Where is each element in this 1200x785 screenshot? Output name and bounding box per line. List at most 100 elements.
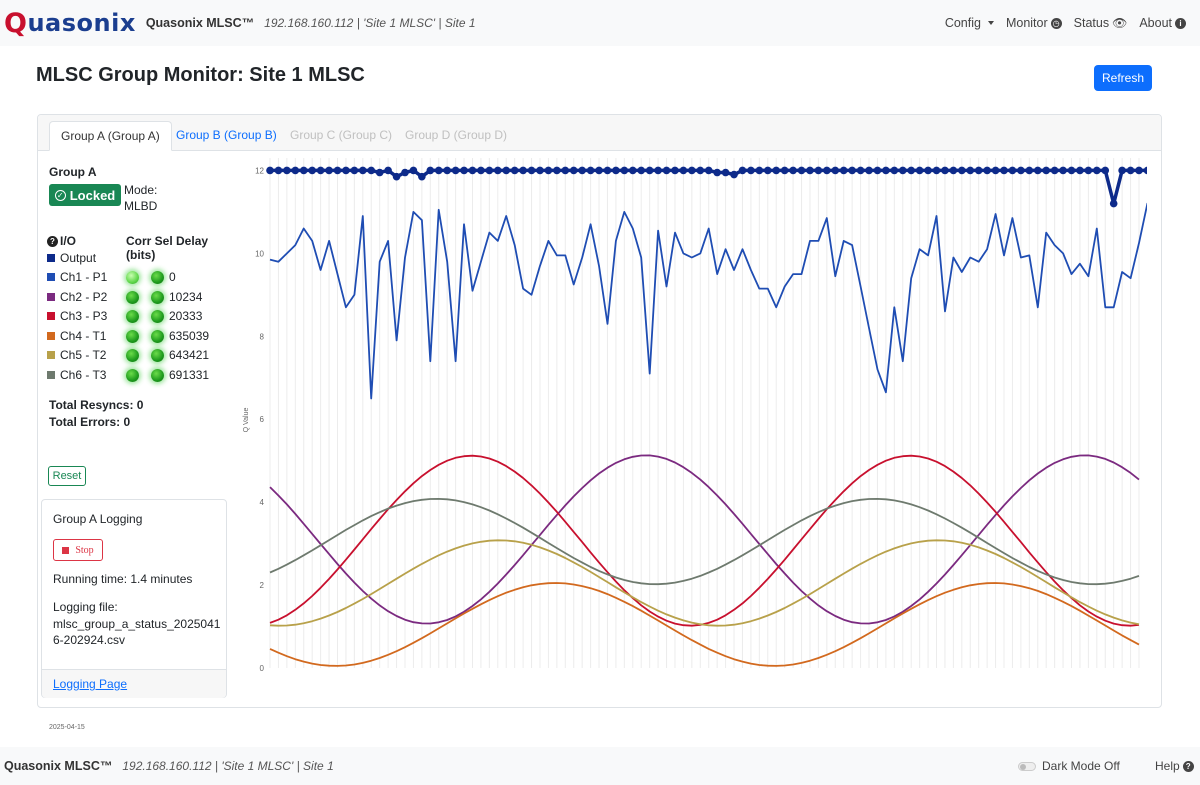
series-line-ch5-t2 [269, 539, 1140, 627]
output-point [367, 166, 376, 175]
eye-icon: 👁 [1112, 16, 1128, 30]
tab-group-b[interactable]: Group B (Group B) [176, 128, 277, 142]
tab-group-a[interactable]: Group A (Group A) [49, 121, 172, 151]
output-point [671, 166, 679, 175]
output-point [384, 166, 392, 175]
output-point [274, 166, 283, 175]
output-point [1067, 166, 1076, 175]
stop-logging-button[interactable]: Stop [53, 539, 103, 561]
status-led [126, 369, 139, 382]
output-point [493, 166, 502, 175]
nav-about[interactable]: About i [1139, 16, 1186, 30]
output-point [966, 166, 975, 175]
output-point [907, 166, 916, 175]
clock-icon: ◷ [1050, 17, 1062, 29]
total-errors: Total Errors: 0 [49, 415, 131, 429]
legend-swatch [47, 293, 55, 301]
refresh-button[interactable]: Refresh [1094, 65, 1152, 91]
output-point [780, 166, 789, 175]
output-point [1118, 166, 1126, 175]
correlation-led [151, 271, 164, 284]
output-point [375, 168, 384, 177]
output-point [704, 166, 713, 175]
output-point [696, 166, 705, 175]
output-point [628, 166, 637, 175]
output-point [299, 166, 308, 175]
y-tick-label: 6 [260, 415, 265, 424]
io-header: ? I/O [47, 234, 76, 248]
date-stamp: 2025-04-15 [49, 724, 85, 731]
output-point [1101, 166, 1110, 175]
output-point [308, 166, 316, 175]
status-led [126, 349, 139, 362]
output-point [797, 166, 806, 175]
output-point [1126, 166, 1135, 175]
output-point [789, 166, 797, 175]
output-point [831, 166, 840, 175]
output-point [569, 166, 578, 175]
output-point [1059, 166, 1067, 175]
output-point [890, 166, 899, 175]
y-tick-label: 8 [260, 332, 265, 341]
series-line-ch2-p2 [269, 454, 1140, 625]
output-point [1084, 166, 1093, 175]
channel-row-ch2: Ch2 - P2 [47, 288, 107, 306]
logging-card: Group A Logging Stop Running time: 1.4 m… [41, 499, 227, 698]
output-point [679, 166, 688, 175]
output-point [839, 166, 848, 175]
lock-status-badge: ✓ Locked [49, 184, 121, 206]
output-point [1042, 166, 1050, 175]
info-icon: i [1175, 17, 1186, 29]
question-icon[interactable]: ? [47, 235, 58, 247]
output-point [1017, 166, 1025, 175]
nav-monitor[interactable]: Monitor ◷ [1006, 16, 1062, 30]
delay-value-ch6: 691331 [169, 368, 210, 382]
output-point [873, 166, 882, 175]
output-point [342, 166, 350, 175]
output-point [418, 172, 426, 181]
status-led [126, 291, 139, 304]
nav-status[interactable]: Status 👁 [1073, 16, 1128, 30]
nav-config-dropdown[interactable]: Config [945, 16, 994, 30]
dark-mode-label: Dark Mode Off [1042, 759, 1120, 773]
output-point [620, 166, 629, 175]
logging-card-footer: Logging Page [42, 669, 226, 698]
tab-group-c: Group C (Group C) [290, 128, 393, 142]
help-link[interactable]: Help? [1155, 759, 1194, 773]
output-point [958, 166, 966, 175]
logging-file-name: mlsc_group_a_status_20250416-202924.csv [53, 617, 221, 647]
output-point [983, 166, 991, 175]
chart-series [266, 166, 1147, 667]
correlation-led [151, 291, 164, 304]
logging-page-link[interactable]: Logging Page [53, 677, 128, 691]
output-point [350, 166, 359, 175]
dark-mode-toggle[interactable] [1018, 762, 1036, 771]
output-point [502, 166, 511, 175]
output-point [763, 166, 772, 175]
output-point [1050, 166, 1059, 175]
output-point [898, 166, 907, 175]
output-point [1025, 166, 1034, 175]
output-point [1008, 166, 1017, 175]
output-point [1076, 166, 1084, 175]
output-point [401, 168, 409, 177]
output-point [519, 166, 527, 175]
output-point [561, 166, 570, 175]
output-point [713, 168, 721, 177]
delay-value-ch1: 0 [169, 270, 176, 284]
output-point [409, 166, 418, 175]
y-tick-label: 12 [255, 166, 264, 175]
output-point [645, 166, 654, 175]
legend-swatch [47, 254, 55, 262]
logging-file-label: Logging file: [53, 600, 118, 614]
output-point [485, 166, 494, 175]
output-point [291, 166, 300, 175]
series-line-ch4-t1 [269, 582, 1140, 667]
delay-value-ch2: 10234 [169, 290, 203, 304]
output-point [941, 166, 949, 175]
question-icon: ? [1182, 760, 1194, 772]
output-point [949, 166, 958, 175]
legend-swatch [47, 332, 55, 340]
reset-button[interactable]: Reset [48, 466, 86, 486]
